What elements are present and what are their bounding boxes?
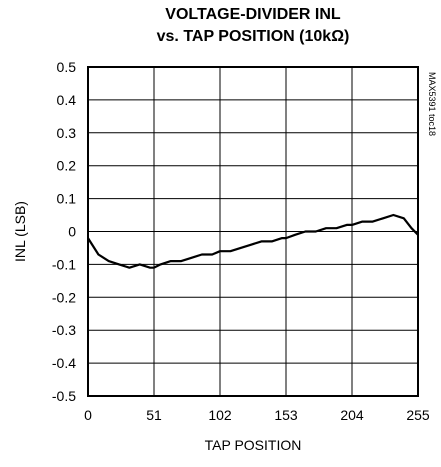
- plot-frame: [87, 66, 419, 397]
- x-tick-label: 102: [208, 407, 232, 423]
- part-number-label: MAX5391 toc18: [427, 72, 437, 137]
- y-tick-label: 0.1: [57, 191, 77, 207]
- x-tick-label: 153: [274, 407, 298, 423]
- y-tick-label: -0.1: [52, 256, 76, 272]
- x-tick-label: 204: [340, 407, 364, 423]
- x-tick-label: 0: [84, 407, 92, 423]
- y-tick-label: 0.3: [57, 125, 77, 141]
- y-tick-label: -0.3: [52, 322, 76, 338]
- y-tick-label: -0.5: [52, 388, 76, 404]
- chart-title-line2: vs. TAP POSITION (10kΩ): [156, 28, 350, 45]
- y-tick-label: 0.5: [57, 59, 77, 75]
- x-axis-label: TAP POSITION: [205, 437, 302, 453]
- y-tick-label: 0.2: [57, 158, 77, 174]
- chart-title-line1: VOLTAGE-DIVIDER INL: [165, 6, 341, 23]
- y-tick-label: -0.4: [52, 355, 76, 371]
- y-tick-label: 0.4: [57, 92, 77, 108]
- x-tick-label: 255: [406, 407, 430, 423]
- y-tick-label: -0.2: [52, 289, 76, 305]
- x-tick-label: 51: [146, 407, 162, 423]
- y-axis-label: INL (LSB): [12, 201, 28, 262]
- series-line-inl: [87, 213, 419, 269]
- y-tick-label: 0: [68, 224, 76, 240]
